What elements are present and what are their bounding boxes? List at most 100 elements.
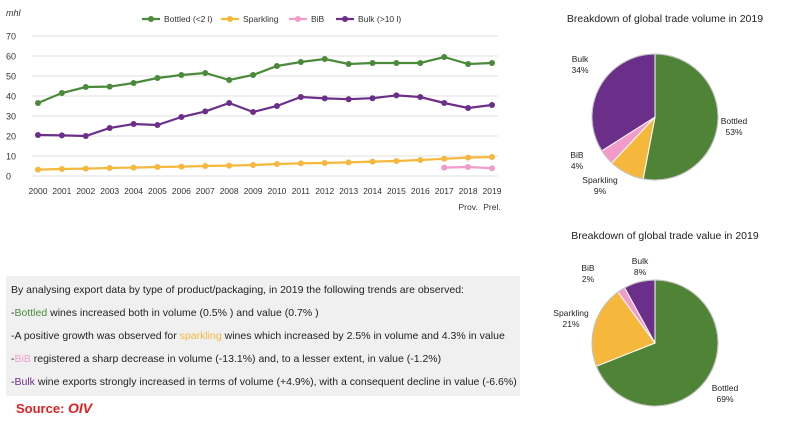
legend-marker xyxy=(342,16,348,22)
y-tick-label: 50 xyxy=(6,72,16,82)
x-sublabel: Prel. xyxy=(483,202,500,212)
x-tick-label: 2009 xyxy=(244,186,263,196)
data-point xyxy=(154,75,161,81)
pie-slice-name: BiB xyxy=(581,263,595,273)
data-point xyxy=(82,133,89,139)
data-point xyxy=(178,114,185,120)
data-point xyxy=(154,122,161,128)
pie-slice-pct: 8% xyxy=(634,267,647,277)
data-point xyxy=(417,157,424,163)
summary-box: By analysing export data by type of prod… xyxy=(6,276,520,396)
data-point xyxy=(297,160,304,167)
data-point xyxy=(82,84,89,90)
data-point xyxy=(58,90,65,96)
x-tick-label: 2014 xyxy=(363,186,382,196)
legend-label: Sparkling xyxy=(243,14,279,24)
summary-keyword-bulk: Bulk xyxy=(14,376,35,388)
data-point xyxy=(202,108,209,115)
pie-slice-pct: 34% xyxy=(571,65,588,75)
pie-slice-name: BiB xyxy=(570,150,584,160)
data-point xyxy=(489,102,495,108)
data-point xyxy=(226,100,233,106)
data-point xyxy=(202,70,209,76)
pie-slice-name: Bulk xyxy=(632,256,649,266)
x-tick-label: 2015 xyxy=(387,186,406,196)
summary-prefix: - xyxy=(11,353,15,365)
data-point xyxy=(489,60,495,66)
y-tick-label: 70 xyxy=(6,32,16,42)
data-point xyxy=(250,162,257,168)
pie-slice-name: Sparkling xyxy=(582,175,618,185)
data-point xyxy=(130,121,137,127)
data-point xyxy=(82,165,89,172)
x-tick-label: 2019 xyxy=(483,186,502,196)
data-point xyxy=(321,56,328,62)
data-point xyxy=(345,61,352,67)
data-point xyxy=(58,132,65,139)
pie-slice-pct: 69% xyxy=(716,394,733,404)
x-tick-label: 2017 xyxy=(435,186,454,196)
summary-prefix: -A positive growth was observed for xyxy=(11,330,180,342)
data-point xyxy=(250,109,257,115)
x-tick-label: 2010 xyxy=(267,186,286,196)
series-line-sparkling xyxy=(37,155,493,171)
pie-title: Breakdown of global trade volume in 2019 xyxy=(567,13,763,25)
data-point xyxy=(489,165,495,172)
data-point xyxy=(369,158,376,165)
x-tick-label: 2018 xyxy=(459,186,478,196)
data-point xyxy=(465,154,472,161)
data-point xyxy=(202,163,209,169)
summary-line-sparkling: -A positive growth was observed for spar… xyxy=(11,330,505,342)
unit-label: mhl xyxy=(6,8,22,18)
summary-keyword-sparkling: sparkling xyxy=(179,330,222,342)
data-point xyxy=(35,166,41,173)
data-point xyxy=(273,63,280,69)
summary-line-bulk: -Bulk wine exports strongly increased in… xyxy=(11,376,517,388)
data-point xyxy=(106,125,113,131)
summary-text: wine exports strongly increased in terms… xyxy=(34,376,517,388)
summary-keyword-bib: BiB xyxy=(14,353,31,365)
x-tick-label: 2005 xyxy=(148,186,167,196)
data-point xyxy=(345,96,352,103)
data-point xyxy=(369,95,376,102)
data-point xyxy=(465,164,472,170)
data-point xyxy=(297,59,304,65)
legend-label: BiB xyxy=(311,14,325,24)
summary-text: registered a sharp decrease in volume (-… xyxy=(30,353,442,365)
data-point xyxy=(130,80,137,86)
data-point xyxy=(393,92,400,99)
series-line-bulk xyxy=(37,94,493,138)
summary-line-bib: -BiB registered a sharp decrease in volu… xyxy=(11,353,441,365)
data-point xyxy=(441,164,448,171)
data-point xyxy=(226,77,233,83)
data-point xyxy=(273,103,280,109)
pie-slice-name: Bulk xyxy=(572,54,589,64)
legend-label: Bulk (>10 l) xyxy=(358,14,401,24)
data-point xyxy=(441,54,448,60)
data-point xyxy=(154,164,161,170)
y-tick-label: 30 xyxy=(6,112,16,122)
summary-prefix: - xyxy=(11,376,15,388)
line-chart: 0 10 20 30 40 50 60 70 mhl 2000 2001 2002 2003 2004 20… xyxy=(6,8,502,212)
x-tick-label: 2013 xyxy=(339,186,358,196)
pie-slice-pct: 21% xyxy=(562,319,579,329)
source-credit: Source: OIV xyxy=(16,400,92,416)
pie-slice-pct: 2% xyxy=(582,274,595,284)
data-point xyxy=(489,154,495,160)
y-tick-label: 40 xyxy=(6,92,16,102)
x-tick-label: 2004 xyxy=(124,186,143,196)
data-point xyxy=(417,94,424,100)
x-tick-label: 2002 xyxy=(76,186,95,196)
x-tick-label: 2008 xyxy=(220,186,239,196)
x-tick-label: 2016 xyxy=(411,186,430,196)
y-tick-label: 10 xyxy=(6,152,16,162)
pie-slice-name: Bottled xyxy=(721,116,748,126)
pie-outline xyxy=(591,53,719,181)
x-tick-label: 2012 xyxy=(315,186,334,196)
pie-slice-name: Bottled xyxy=(712,383,739,393)
data-point xyxy=(226,162,233,169)
data-point xyxy=(393,158,400,164)
data-point xyxy=(441,155,448,162)
data-point xyxy=(321,95,328,102)
source-label: Source: xyxy=(16,401,65,416)
